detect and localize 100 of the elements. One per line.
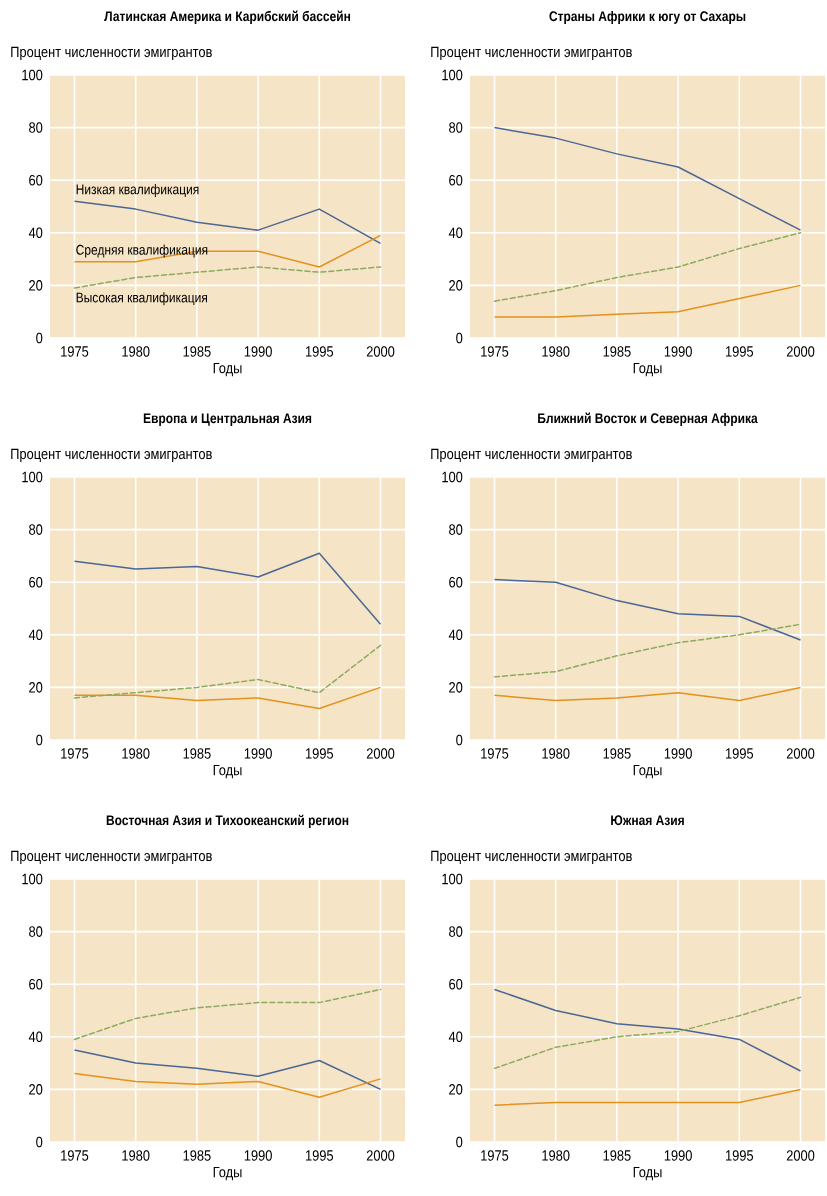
line-series bbox=[493, 578, 802, 641]
y-tick-label: 80 bbox=[449, 122, 463, 133]
x-tick-label: 2000 bbox=[366, 1150, 395, 1161]
y-tick-label: 80 bbox=[29, 926, 43, 937]
y-tick-label: 100 bbox=[442, 471, 463, 483]
chart-title: Латинская Америка и Карибский бассейн bbox=[104, 10, 351, 24]
y-axis-title: Процент численности эмигрантов bbox=[11, 46, 212, 61]
y-tick-label: 100 bbox=[442, 69, 463, 81]
x-tick-label: 1975 bbox=[481, 748, 509, 759]
x-tick-label: 1995 bbox=[726, 748, 754, 759]
x-tick-label: 1985 bbox=[183, 1150, 211, 1161]
y-tick-label: 0 bbox=[36, 734, 43, 746]
x-tick-label: 1980 bbox=[542, 748, 570, 759]
x-tick-label: 1985 bbox=[183, 748, 211, 759]
line-series bbox=[73, 552, 382, 626]
x-tick-label: 2000 bbox=[366, 748, 395, 759]
y-tick-label: 100 bbox=[22, 873, 43, 885]
y-axis-title: Процент численности эмигрантов bbox=[431, 46, 632, 61]
line-series bbox=[73, 686, 382, 710]
y-tick-label: 20 bbox=[449, 1084, 463, 1095]
x-tick-label: 1990 bbox=[664, 1150, 692, 1161]
x-tick-label: 1985 bbox=[603, 748, 631, 759]
x-tick-label: 1975 bbox=[481, 1150, 509, 1161]
x-tick-label: 1975 bbox=[61, 346, 89, 357]
y-tick-label: 60 bbox=[449, 978, 463, 990]
x-tick-label: 2000 bbox=[786, 346, 815, 357]
series-label: Высокая квалификация bbox=[76, 292, 207, 306]
x-axis-title: Годы bbox=[633, 764, 662, 779]
x-axis-title: Годы bbox=[213, 362, 242, 377]
y-tick-label: 80 bbox=[29, 524, 43, 535]
x-tick-label: 1975 bbox=[61, 1150, 89, 1161]
y-axis-title: Процент численности эмигрантов bbox=[431, 448, 632, 463]
y-axis-title: Процент численности эмигрантов bbox=[11, 448, 212, 463]
y-tick-label: 20 bbox=[29, 280, 43, 291]
y-tick-label: 0 bbox=[456, 332, 463, 344]
series-label: Низкая квалификация bbox=[76, 184, 199, 198]
y-tick-label: 60 bbox=[29, 174, 43, 186]
x-tick-label: 1995 bbox=[726, 1150, 754, 1161]
series-label: Средняя квалификация bbox=[76, 244, 208, 258]
x-axis-title: Годы bbox=[213, 1166, 242, 1181]
y-tick-label: 80 bbox=[449, 524, 463, 535]
x-tick-label: 1980 bbox=[542, 346, 570, 357]
x-tick-label: 1990 bbox=[244, 748, 272, 759]
x-tick-label: 1995 bbox=[306, 748, 334, 759]
x-tick-label: 1975 bbox=[481, 346, 509, 357]
line-series bbox=[493, 126, 802, 231]
chart-title: Ближний Восток и Северная Африка bbox=[538, 412, 758, 426]
y-tick-label: 100 bbox=[22, 69, 43, 81]
y-tick-label: 0 bbox=[456, 734, 463, 746]
chart-title: Европа и Центральная Азия bbox=[143, 413, 312, 426]
x-tick-label: 1980 bbox=[122, 1150, 150, 1161]
y-tick-label: 100 bbox=[22, 471, 43, 483]
x-tick-label: 1985 bbox=[183, 346, 211, 357]
line-series bbox=[73, 1049, 382, 1091]
x-axis-title: Годы bbox=[633, 1166, 662, 1181]
x-tick-label: 2000 bbox=[366, 346, 395, 357]
y-tick-label: 0 bbox=[456, 1136, 463, 1148]
y-tick-label: 60 bbox=[29, 978, 43, 990]
y-tick-label: 0 bbox=[36, 1136, 43, 1148]
x-tick-label: 1985 bbox=[603, 346, 631, 357]
line-series bbox=[493, 686, 802, 702]
y-axis-title: Процент численности эмигрантов bbox=[11, 850, 212, 865]
line-series bbox=[493, 284, 802, 318]
y-tick-label: 40 bbox=[28, 1031, 43, 1043]
chart-title: Страны Африки к югу от Сахары bbox=[549, 10, 746, 24]
y-tick-label: 40 bbox=[448, 227, 463, 239]
y-tick-label: 60 bbox=[449, 174, 463, 186]
y-tick-label: 20 bbox=[449, 682, 463, 693]
x-tick-label: 1990 bbox=[244, 346, 272, 357]
y-tick-label: 40 bbox=[448, 629, 463, 641]
x-axis-title: Годы bbox=[633, 362, 662, 377]
x-tick-label: 1995 bbox=[726, 346, 754, 357]
y-axis-title: Процент численности эмигрантов bbox=[431, 850, 632, 865]
x-tick-label: 1995 bbox=[306, 1150, 334, 1161]
y-tick-label: 60 bbox=[449, 576, 463, 588]
y-tick-label: 80 bbox=[29, 122, 43, 133]
y-tick-label: 80 bbox=[449, 926, 463, 937]
x-tick-label: 1975 bbox=[61, 748, 89, 759]
line-series bbox=[73, 200, 382, 245]
x-axis-title: Годы bbox=[213, 764, 242, 779]
y-tick-label: 40 bbox=[448, 1031, 463, 1043]
y-tick-label: 20 bbox=[29, 1084, 43, 1095]
x-tick-label: 1980 bbox=[122, 346, 150, 357]
chart-title: Южная Азия bbox=[611, 815, 684, 826]
x-tick-label: 1985 bbox=[603, 1150, 631, 1161]
line-series bbox=[73, 234, 382, 268]
chart-title: Восточная Азия и Тихоокеанский регион bbox=[106, 814, 349, 828]
x-tick-label: 2000 bbox=[786, 748, 815, 759]
y-tick-label: 40 bbox=[28, 227, 43, 239]
y-tick-label: 0 bbox=[36, 332, 43, 344]
x-tick-label: 1990 bbox=[664, 748, 692, 759]
line-series bbox=[73, 988, 382, 1041]
line-series bbox=[493, 232, 802, 302]
line-series bbox=[493, 623, 802, 678]
x-tick-label: 2000 bbox=[786, 1150, 815, 1161]
y-tick-label: 20 bbox=[29, 682, 43, 693]
x-tick-label: 1980 bbox=[122, 748, 150, 759]
x-tick-label: 1990 bbox=[244, 1150, 272, 1161]
x-tick-label: 1980 bbox=[542, 1150, 570, 1161]
line-series bbox=[73, 644, 382, 699]
